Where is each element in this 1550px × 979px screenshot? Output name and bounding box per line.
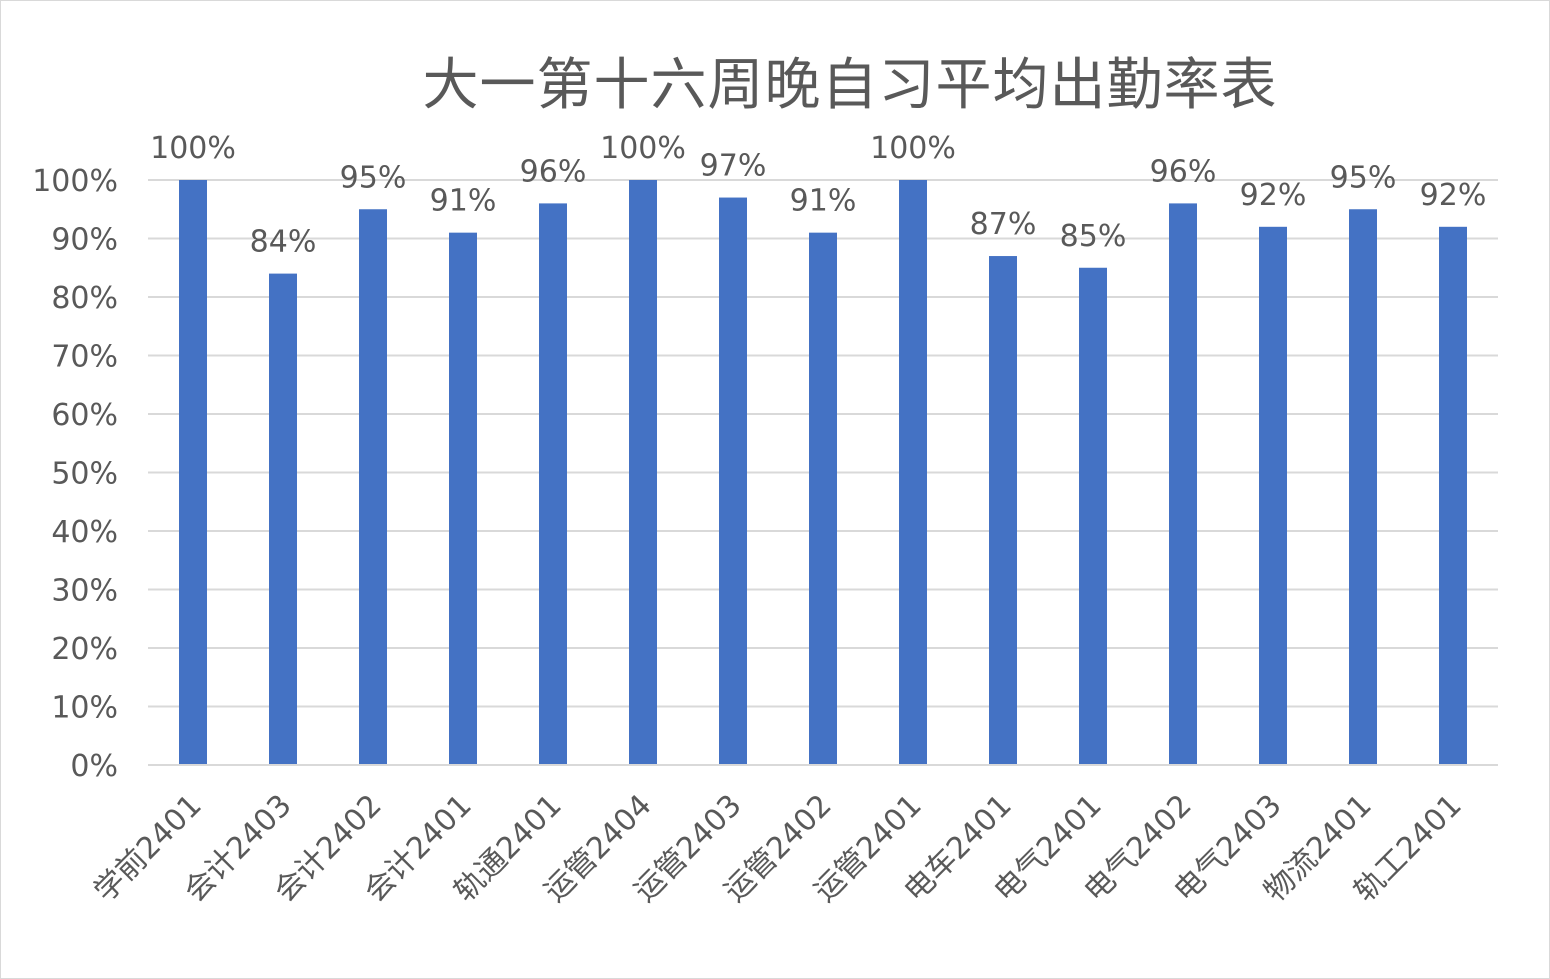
bar <box>359 209 387 765</box>
bar <box>539 203 567 765</box>
data-label: 96% <box>1150 154 1217 189</box>
y-tick-label: 20% <box>51 632 118 667</box>
y-tick-label: 10% <box>51 691 118 726</box>
bar <box>1079 267 1107 765</box>
data-label: 95% <box>1330 160 1397 195</box>
bar <box>1349 209 1377 765</box>
chart-title: 大一第十六周晚自习平均出勤率表 <box>422 53 1278 118</box>
bar <box>719 197 747 766</box>
y-axis-tick-labels: 0% 10% 20% 30% 40% 50% 60% 70% 80% 90% 100% <box>32 164 118 784</box>
y-tick-label: 90% <box>51 223 118 258</box>
bar <box>989 256 1017 765</box>
y-tick-label: 50% <box>51 457 118 492</box>
y-tick-label: 70% <box>51 340 118 375</box>
y-tick-label: 0% <box>70 749 118 784</box>
data-label: 91% <box>790 184 857 219</box>
bar <box>629 180 657 765</box>
data-label: 95% <box>340 160 407 195</box>
data-label: 92% <box>1240 178 1307 213</box>
bar <box>1439 226 1467 766</box>
data-label: 100% <box>150 131 236 166</box>
bar <box>809 232 837 765</box>
data-label: 100% <box>600 131 686 166</box>
data-label: 91% <box>430 184 497 219</box>
data-labels: 100% 84% 95% 91% 96% 100% 97% 91% 100% 87% 85% 96% 9… <box>150 131 1486 260</box>
data-label: 97% <box>700 149 767 184</box>
bar <box>1259 226 1287 766</box>
bar <box>899 180 927 765</box>
bar <box>179 180 207 765</box>
category-labels: 学前2401会计2403会计2402会计2401轨通2401运管2404运管24… <box>87 788 1468 909</box>
bar <box>1169 203 1197 765</box>
y-tick-label: 30% <box>51 574 118 609</box>
data-label: 100% <box>870 131 956 166</box>
data-label: 85% <box>1060 219 1127 254</box>
bar <box>269 273 297 765</box>
data-label: 84% <box>250 225 317 260</box>
y-tick-label: 60% <box>51 398 118 433</box>
data-label: 87% <box>970 207 1037 242</box>
y-tick-label: 80% <box>51 281 118 316</box>
bar <box>449 232 477 765</box>
y-tick-label: 40% <box>51 515 118 550</box>
bars <box>179 180 1467 766</box>
data-label: 92% <box>1420 178 1487 213</box>
y-tick-label: 100% <box>32 164 118 199</box>
data-label: 96% <box>520 154 587 189</box>
